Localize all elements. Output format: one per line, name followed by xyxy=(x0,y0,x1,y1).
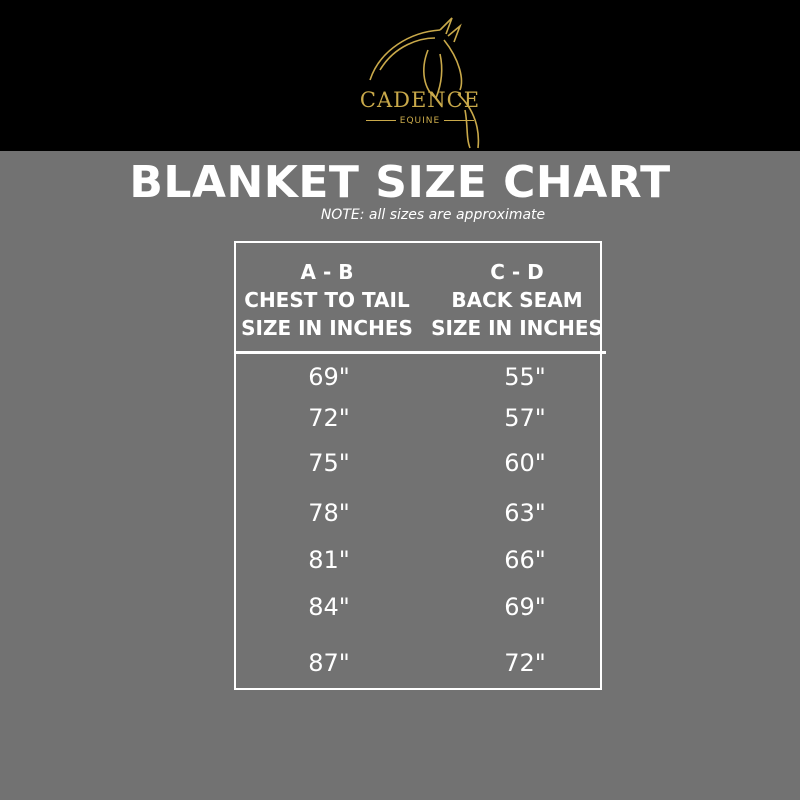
brand-subtitle: EQUINE xyxy=(340,116,500,126)
header-line: SIZE IN INCHES xyxy=(241,316,413,340)
table-cell: 69" xyxy=(504,593,546,621)
size-table: A - B CHEST TO TAIL SIZE IN INCHES C - D… xyxy=(234,241,603,690)
brand-logo: CADENCE EQUINE xyxy=(340,10,500,150)
page-title: BLANKET SIZE CHART xyxy=(129,157,671,208)
horse-head-icon xyxy=(369,17,480,149)
table-cell: 72" xyxy=(308,404,350,432)
note-text: NOTE: all sizes are approximate xyxy=(320,207,546,223)
header-line: CHEST TO TAIL xyxy=(244,288,410,312)
table-cell: 66" xyxy=(504,546,546,574)
table-cell: 57" xyxy=(504,404,546,432)
header-divider xyxy=(234,351,606,354)
header-line: A - B xyxy=(300,260,354,284)
table-cell: 55" xyxy=(504,363,546,391)
table-cell: 63" xyxy=(504,499,546,527)
brand-name: CADENCE xyxy=(359,88,481,112)
table-cell: 60" xyxy=(504,449,546,477)
table-cell: 81" xyxy=(308,546,350,574)
header-line: SIZE IN INCHES xyxy=(431,316,603,340)
table-cell: 75" xyxy=(308,449,350,477)
header-banner: CADENCE EQUINE xyxy=(0,0,800,151)
header-line: C - D xyxy=(490,260,544,284)
table-cell: 87" xyxy=(308,649,350,677)
table-cell: 72" xyxy=(504,649,546,677)
table-cell: 84" xyxy=(308,593,350,621)
header-line: BACK SEAM xyxy=(451,288,583,312)
column-header-chest-to-tail: A - B CHEST TO TAIL SIZE IN INCHES xyxy=(236,258,418,342)
table-cell: 69" xyxy=(308,363,350,391)
table-cell: 78" xyxy=(308,499,350,527)
column-header-back-seam: C - D BACK SEAM SIZE IN INCHES xyxy=(426,258,608,342)
